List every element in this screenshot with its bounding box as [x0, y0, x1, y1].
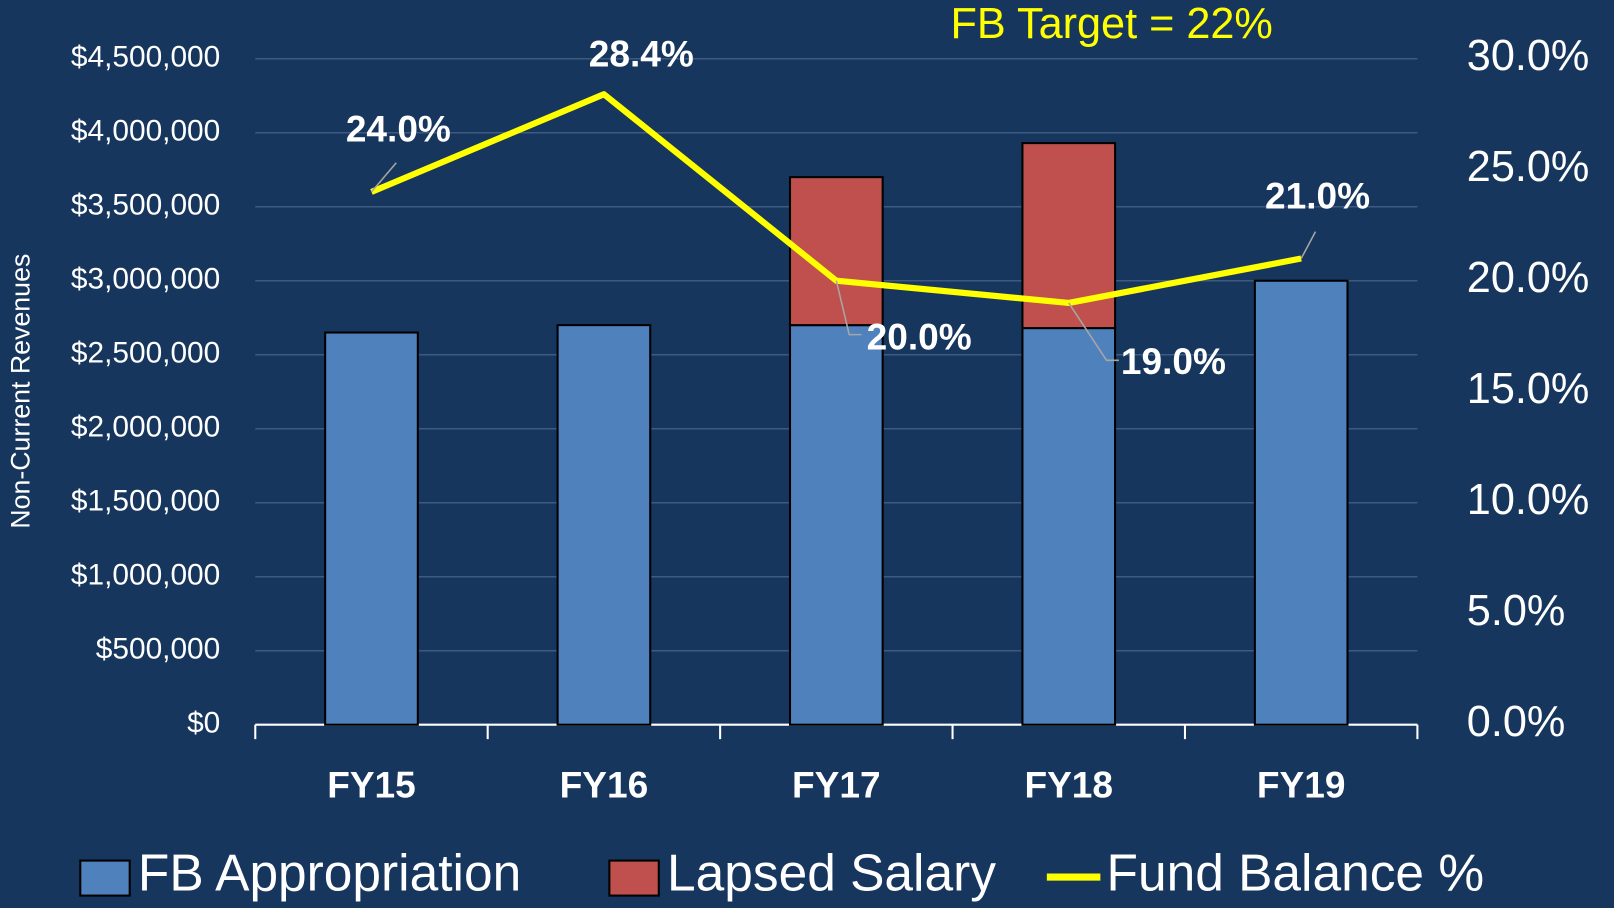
legend-swatch	[79, 859, 131, 897]
y2-tick-label: 25.0%	[1467, 143, 1590, 191]
x-tick-label: FY17	[792, 763, 881, 805]
data-label: 19.0%	[1121, 340, 1226, 382]
x-tick-label: FY15	[327, 763, 416, 805]
x-tick-label: FY16	[560, 763, 649, 805]
y-tick-label: $3,000,000	[71, 263, 220, 296]
leader-line	[370, 162, 397, 193]
bar	[1021, 327, 1117, 726]
y-tick-label: $1,000,000	[71, 559, 220, 592]
y-tick-label: $3,500,000	[71, 189, 220, 222]
y-tick-label: $2,500,000	[71, 337, 220, 370]
x-tick-label: FY18	[1024, 763, 1113, 805]
y-tick-label: $4,500,000	[71, 41, 220, 74]
data-label: 28.4%	[589, 32, 694, 74]
y2-tick-label: 20.0%	[1467, 254, 1590, 302]
bar	[556, 324, 652, 726]
bar	[1253, 279, 1349, 726]
legend-label: Lapsed Salary	[667, 844, 996, 902]
data-label: 24.0%	[346, 108, 451, 150]
data-label: 21.0%	[1265, 175, 1370, 217]
legend-label: Fund Balance %	[1107, 844, 1485, 902]
y-tick-label: $1,500,000	[71, 485, 220, 518]
bar	[324, 331, 419, 726]
y-tick-label: $500,000	[96, 633, 220, 666]
y2-tick-label: 0.0%	[1467, 698, 1566, 746]
bar	[788, 176, 884, 327]
legend-swatch	[608, 859, 660, 897]
y-tick-label: $4,000,000	[71, 115, 220, 148]
annotation: FB Target = 22%	[951, 0, 1273, 48]
y-tick-label: $2,000,000	[71, 411, 220, 444]
y2-tick-label: 10.0%	[1467, 476, 1590, 524]
y2-tick-label: 5.0%	[1467, 587, 1566, 635]
y-tick-label: $0	[187, 707, 220, 740]
bar	[788, 324, 884, 726]
y2-tick-label: 30.0%	[1467, 32, 1590, 80]
data-label: 20.0%	[867, 316, 972, 358]
y-axis-label: Non-Current Revenues	[6, 254, 36, 529]
x-tick-label: FY19	[1257, 763, 1346, 805]
y2-tick-label: 15.0%	[1467, 365, 1590, 413]
leader-line	[1300, 231, 1317, 259]
legend-label: FB Appropriation	[138, 844, 521, 902]
leader-line	[1068, 302, 1119, 362]
leader-line	[835, 280, 862, 336]
